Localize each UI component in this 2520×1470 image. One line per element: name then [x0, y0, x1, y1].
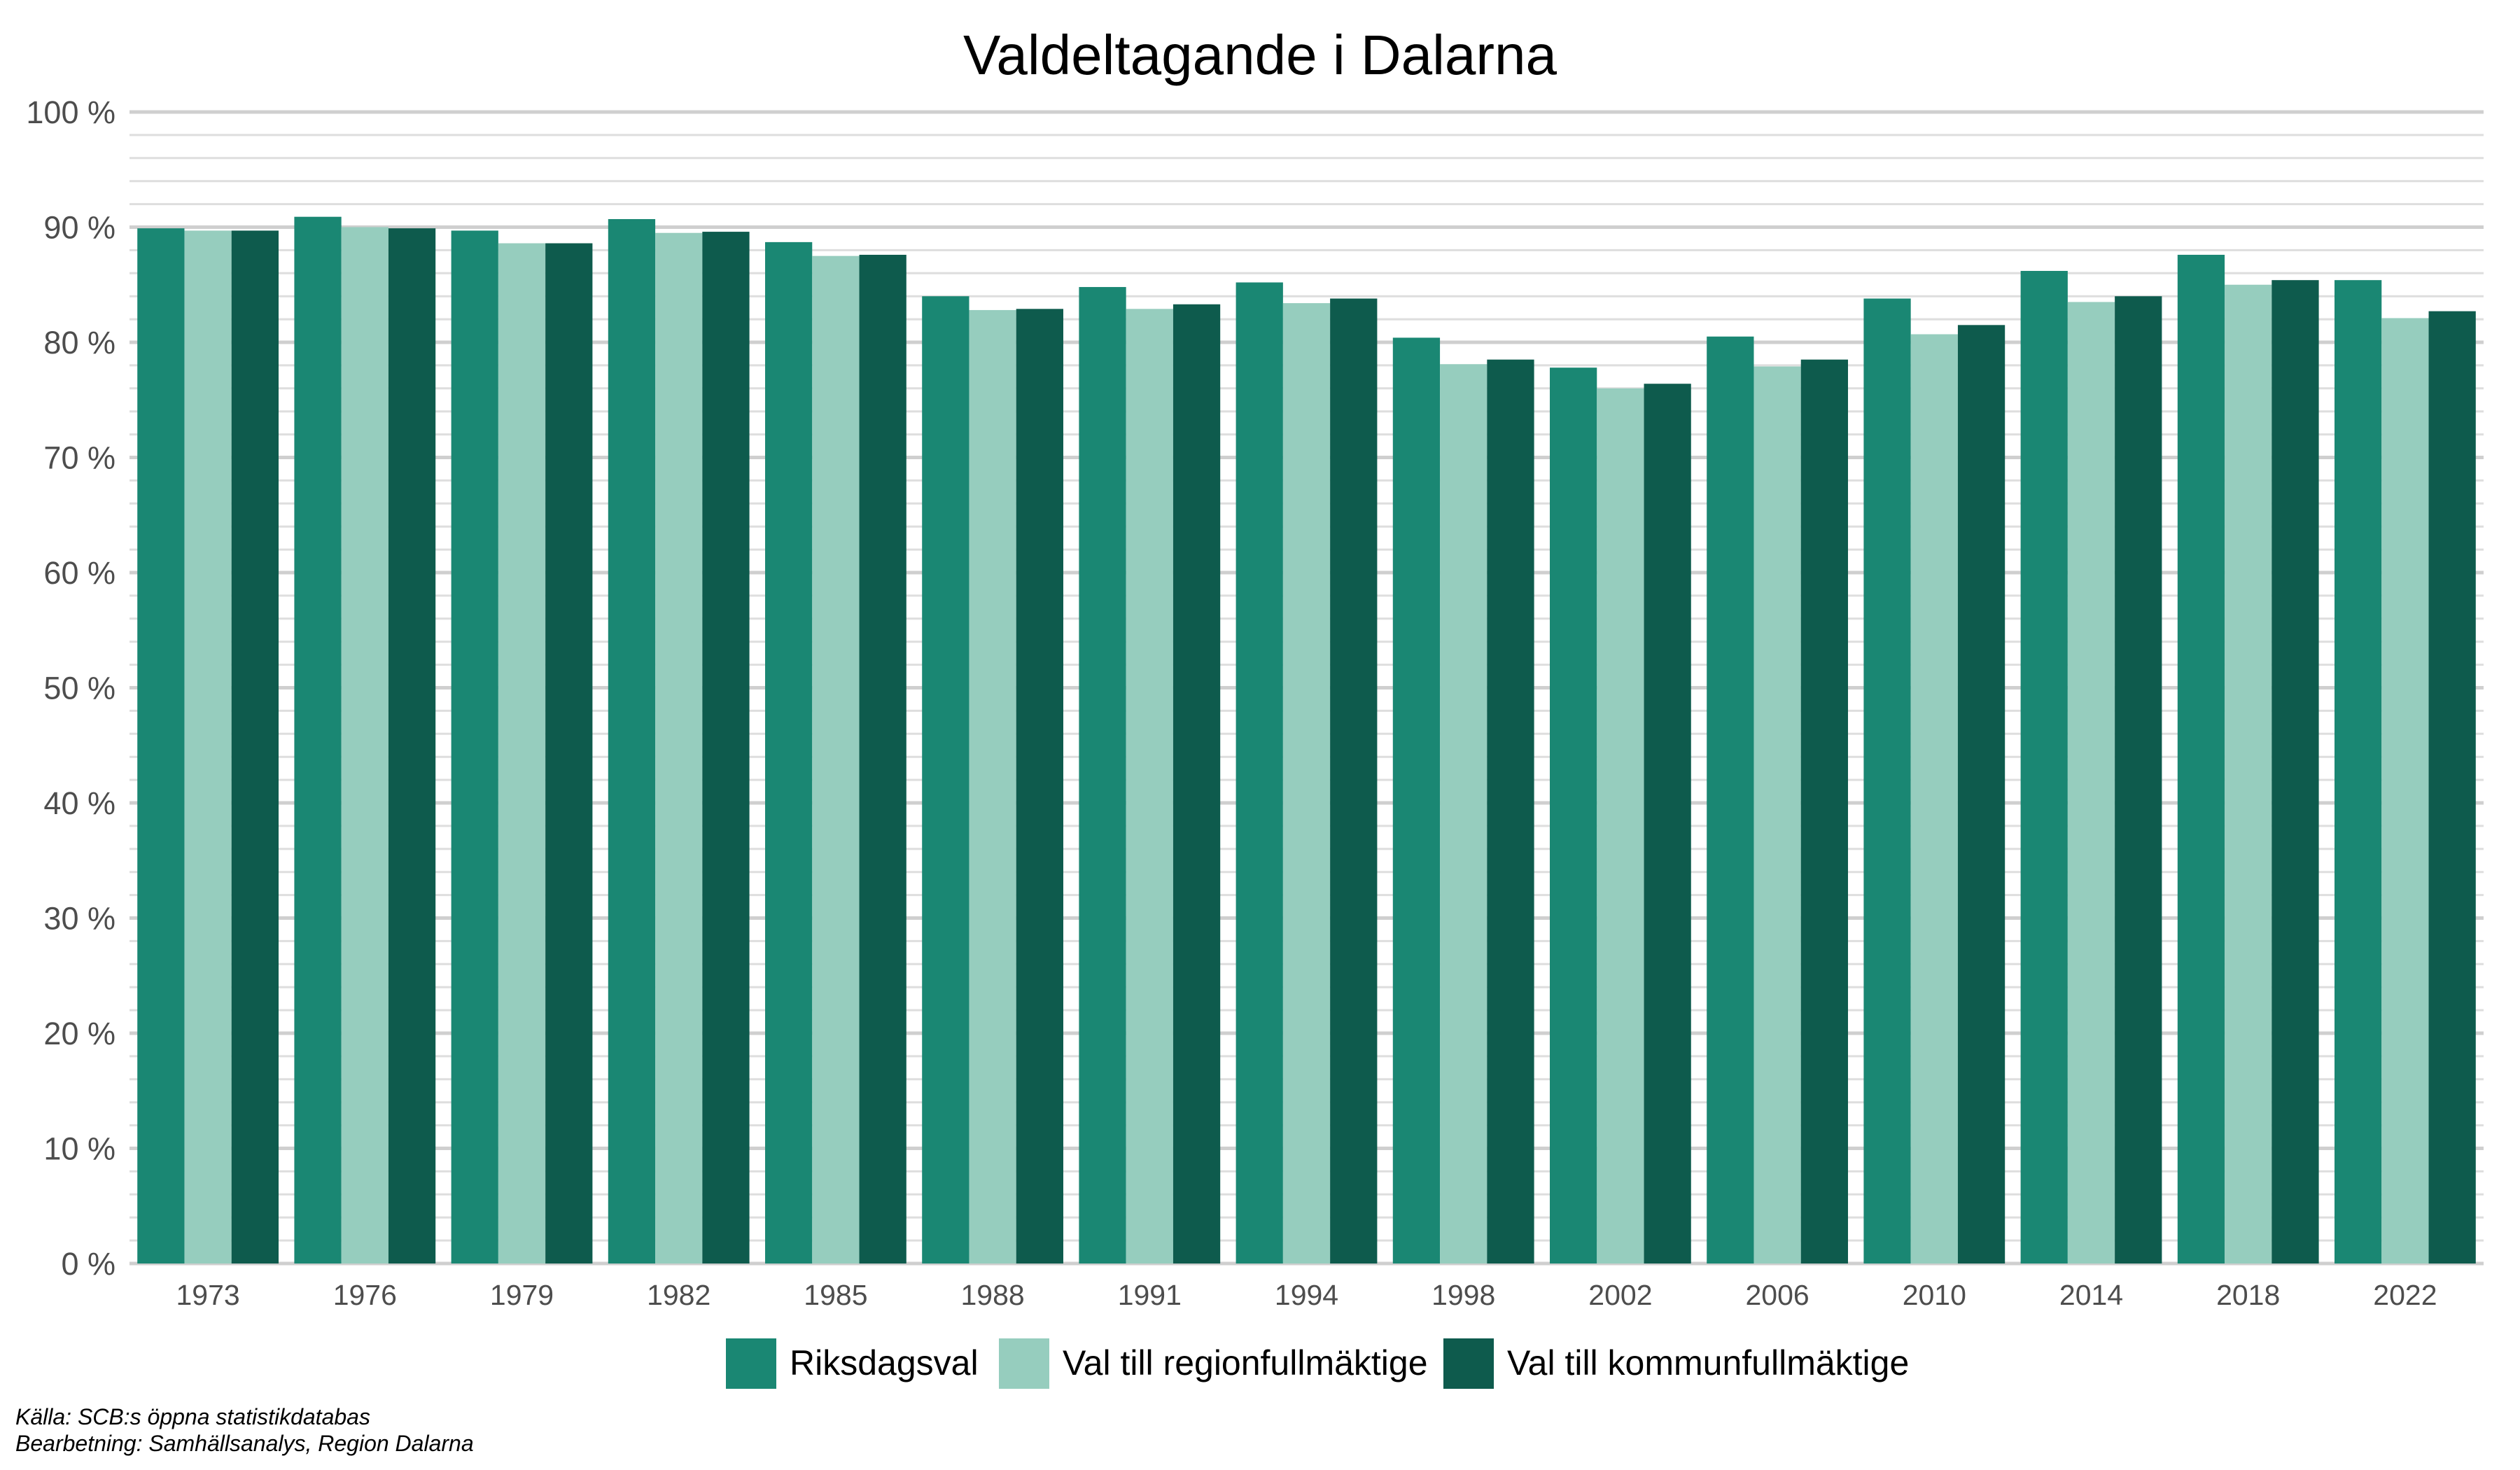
bar: [2381, 318, 2429, 1264]
x-axis: 1973 1976 1979 1982 1985 1988 1991 1994 1998 2002…: [176, 1279, 2437, 1311]
legend-label: Riksdagsval: [790, 1343, 979, 1382]
bar: [1236, 282, 1283, 1264]
x-tick-label: 1982: [647, 1279, 710, 1311]
y-tick-label: 100 %: [26, 94, 115, 130]
bar: [1800, 359, 1848, 1264]
y-tick-label: 90 %: [43, 210, 115, 246]
y-tick-label: 0 %: [61, 1246, 115, 1282]
legend-label: Val till kommunfullmäktige: [1507, 1343, 1909, 1382]
y-axis: 0 % 10 % 20 % 30 % 40 % 50 % 60 % 70 % 80 % 90 % 1…: [26, 94, 115, 1282]
chart-title: Valdeltagande i Dalarna: [963, 24, 1558, 86]
legend-swatch: [726, 1338, 776, 1389]
x-tick-label: 1979: [490, 1279, 554, 1311]
y-tick-label: 50 %: [43, 671, 115, 706]
bar: [1707, 336, 1754, 1264]
bar: [498, 243, 546, 1264]
y-tick-label: 60 %: [43, 555, 115, 591]
bar: [2334, 280, 2382, 1264]
bar: [137, 228, 185, 1264]
bar: [1863, 298, 1911, 1264]
y-tick-label: 40 %: [43, 785, 115, 821]
x-tick-label: 1998: [1432, 1279, 1495, 1311]
bar: [1330, 298, 1378, 1264]
bar: [1910, 334, 1958, 1264]
x-tick-label: 2018: [2216, 1279, 2280, 1311]
bar: [2020, 271, 2068, 1264]
bar: [388, 228, 436, 1264]
legend: Riksdagsval Val till regionfullmäktige Val…: [726, 1338, 1909, 1389]
bar: [184, 230, 232, 1264]
bar: [1550, 368, 1597, 1264]
bar: [341, 227, 388, 1264]
bar: [812, 255, 860, 1264]
bar: [1172, 304, 1221, 1264]
bar: [1126, 309, 1173, 1264]
x-tick-label: 1976: [333, 1279, 397, 1311]
bar: [451, 230, 498, 1264]
legend-swatch: [999, 1338, 1049, 1389]
bar: [545, 243, 593, 1264]
bar: [1644, 384, 1691, 1264]
processing-note: Bearbetning: Samhällsanalys, Region Dala…: [15, 1431, 474, 1456]
y-tick-label: 70 %: [43, 440, 115, 476]
bar: [294, 216, 342, 1264]
bar: [859, 254, 906, 1264]
y-tick-label: 10 %: [43, 1131, 115, 1167]
y-tick-label: 20 %: [43, 1016, 115, 1051]
bar: [969, 309, 1016, 1264]
y-tick-label: 80 %: [43, 325, 115, 360]
legend-label: Val till regionfullmäktige: [1063, 1343, 1428, 1382]
bar: [1016, 309, 1063, 1264]
bar: [1597, 388, 1644, 1264]
x-tick-label: 2010: [1903, 1279, 1966, 1311]
bar: [1440, 364, 1488, 1264]
bar: [765, 241, 813, 1264]
x-tick-label: 1994: [1275, 1279, 1338, 1311]
bar: [608, 218, 656, 1264]
x-tick-label: 1973: [176, 1279, 239, 1311]
bar: [1754, 366, 1801, 1264]
bar: [1957, 325, 2005, 1264]
bar: [2428, 311, 2476, 1264]
x-tick-label: 1988: [960, 1279, 1024, 1311]
x-tick-label: 2022: [2373, 1279, 2437, 1311]
x-tick-label: 2006: [1745, 1279, 1809, 1311]
bar: [2177, 254, 2225, 1264]
bar: [922, 296, 969, 1264]
x-tick-label: 2002: [1588, 1279, 1652, 1311]
bar: [2272, 280, 2319, 1264]
source-note: Källa: SCB:s öppna statistikdatabas: [15, 1404, 370, 1429]
bar: [1392, 337, 1441, 1264]
legend-swatch: [1443, 1338, 1494, 1389]
bar: [1487, 359, 1534, 1264]
bar: [655, 232, 703, 1264]
y-tick-label: 30 %: [43, 901, 115, 937]
x-tick-label: 1985: [804, 1279, 867, 1311]
bar: [1282, 303, 1331, 1264]
x-tick-label: 1991: [1118, 1279, 1182, 1311]
bar: [702, 232, 750, 1264]
bar: [231, 230, 279, 1264]
bar: [2067, 302, 2115, 1264]
bar: [2225, 284, 2272, 1264]
x-tick-label: 2014: [2059, 1279, 2123, 1311]
bars: [137, 216, 2476, 1264]
bar: [2115, 296, 2162, 1264]
bar: [1079, 287, 1126, 1264]
